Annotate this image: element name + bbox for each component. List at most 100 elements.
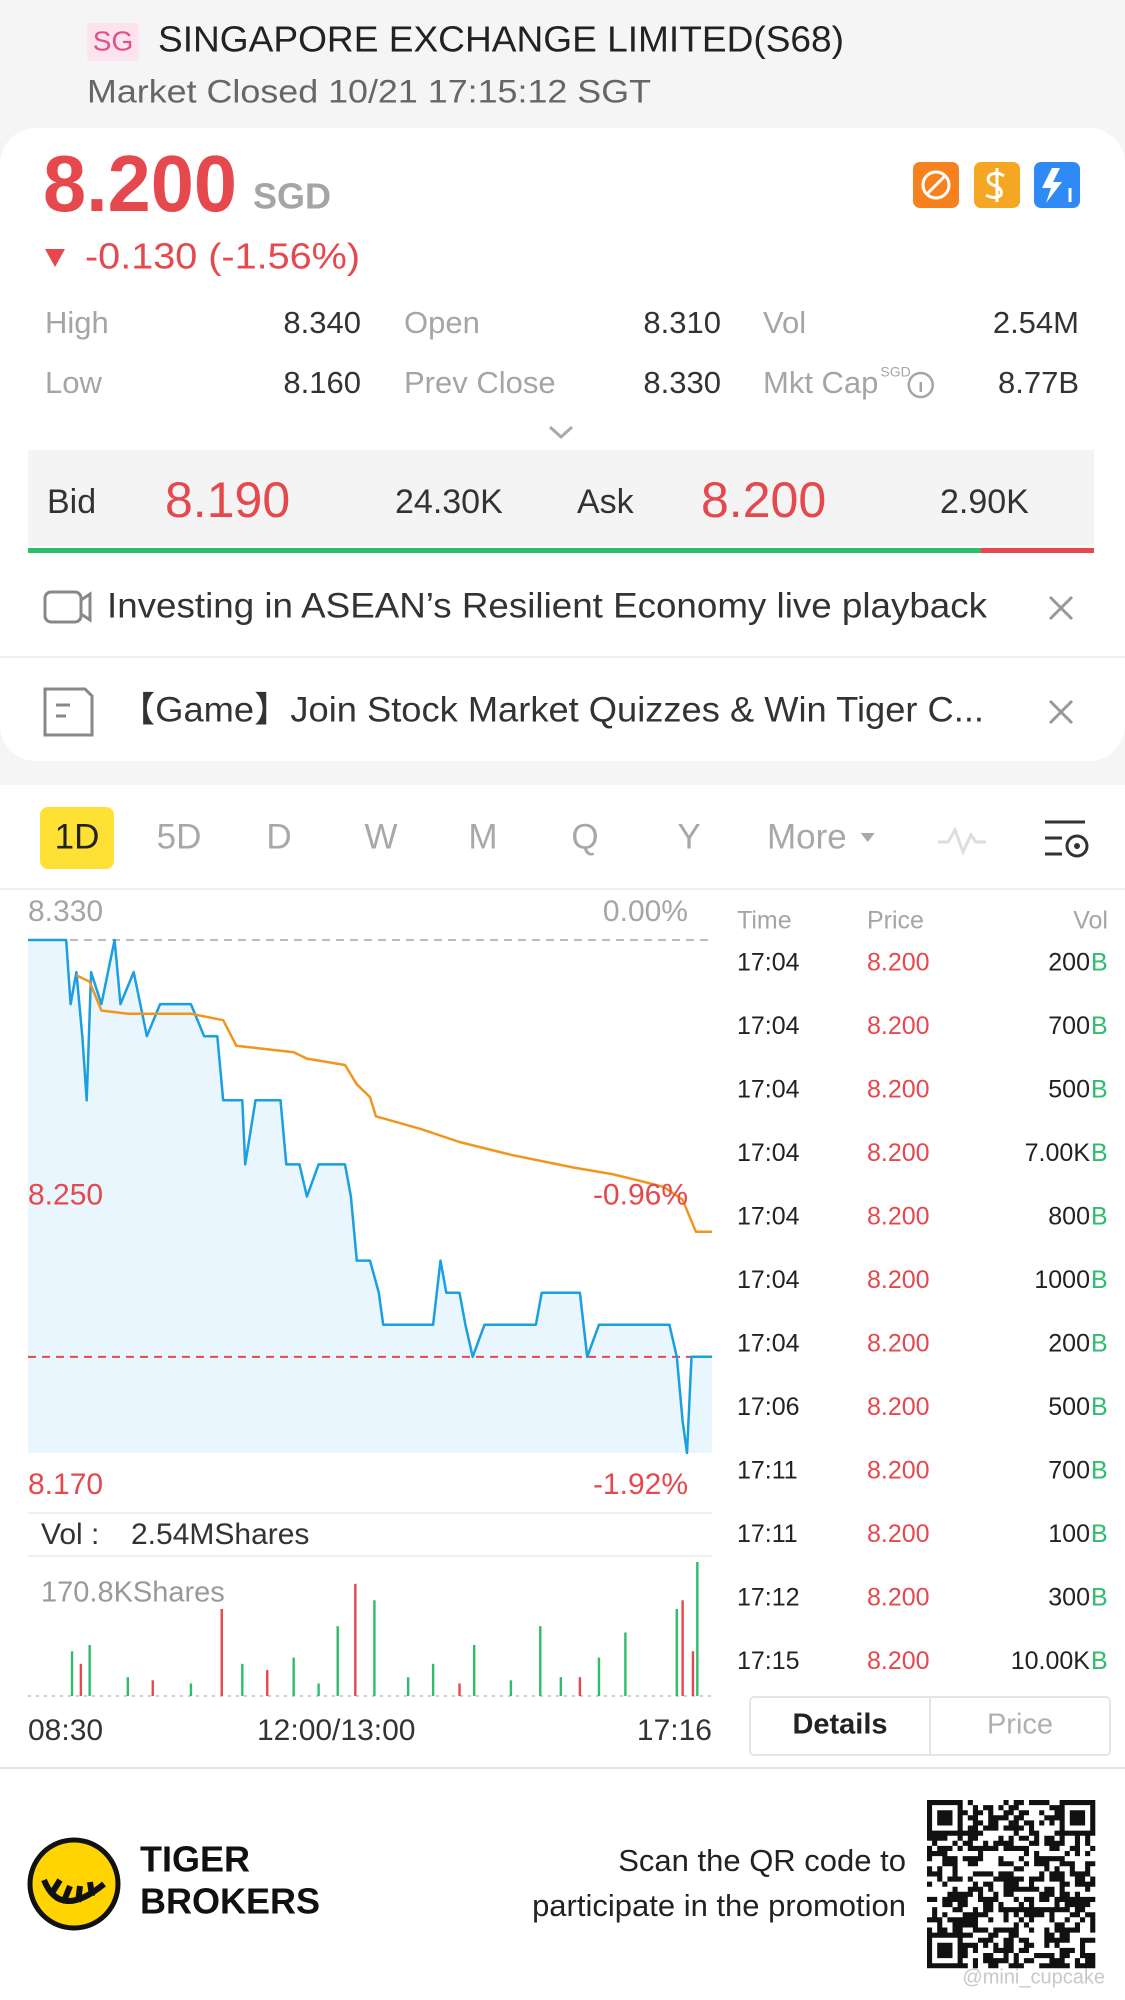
- close-button[interactable]: [1048, 699, 1074, 725]
- indicator-icon[interactable]: [938, 826, 986, 856]
- doc-icon: [43, 687, 94, 737]
- stat-value: 8.160: [283, 365, 361, 400]
- trade-price: 8.200: [867, 1393, 930, 1421]
- volume-total: 2.54MShares: [131, 1518, 309, 1551]
- stat-label: High: [45, 305, 109, 340]
- trade-price: 8.200: [867, 1520, 930, 1548]
- close-button[interactable]: [1048, 595, 1074, 621]
- qr-modules: [927, 1800, 1096, 1969]
- trade-time: 17:04: [737, 1330, 800, 1358]
- stat-label: Open: [404, 305, 480, 340]
- trades-header: Price: [867, 907, 924, 935]
- dropdown-arrow: [860, 833, 875, 842]
- trades-tab[interactable]: Price: [987, 1709, 1053, 1741]
- trades-header: Time: [737, 907, 792, 935]
- volume-bar: [79, 1663, 83, 1696]
- trade-side: B: [1091, 1139, 1108, 1167]
- last-price: 8.200: [43, 139, 237, 228]
- period-tab[interactable]: M: [468, 817, 497, 856]
- stat-label: Low: [45, 365, 102, 400]
- brand-line: TIGER: [140, 1839, 250, 1880]
- period-tab[interactable]: More: [767, 817, 847, 856]
- volume-bar: [691, 1651, 695, 1696]
- period-tab[interactable]: D: [266, 817, 291, 856]
- y2-tick-label: -1.92%: [593, 1468, 688, 1501]
- ask-size: 2.90K: [940, 483, 1029, 521]
- volume-bar: [406, 1677, 410, 1696]
- trade-time: 17:11: [737, 1457, 798, 1485]
- y2-tick-label: -0.96%: [593, 1178, 688, 1211]
- volume-bar: [189, 1683, 193, 1696]
- settings-icon[interactable]: [1045, 820, 1089, 858]
- trade-volume: 700: [1048, 1012, 1090, 1040]
- icon-glyph: [925, 174, 947, 196]
- trade-side: B: [1091, 1520, 1108, 1548]
- trade-side: B: [1091, 1457, 1108, 1485]
- period-tab[interactable]: 5D: [157, 817, 202, 856]
- info-icon[interactable]: [907, 371, 935, 399]
- volume-bar: [597, 1657, 601, 1696]
- volume-bar: [292, 1657, 295, 1696]
- settings-glyph: [1045, 820, 1085, 856]
- volume-bar: [624, 1632, 627, 1696]
- y-tick-label: 8.250: [28, 1178, 103, 1211]
- stock-title: SINGAPORE EXCHANGE LIMITED(S68): [158, 19, 844, 60]
- period-tab[interactable]: Q: [571, 817, 598, 856]
- trade-time: 17:11: [737, 1520, 798, 1548]
- trade-volume: 1000: [1034, 1266, 1090, 1294]
- volume-bar: [354, 1583, 357, 1696]
- volume-bar: [559, 1677, 563, 1696]
- trade-price: 8.200: [867, 1457, 930, 1485]
- icon-glyph: [921, 170, 951, 200]
- y-tick-label: 8.330: [28, 895, 103, 928]
- trade-volume: 800: [1048, 1203, 1090, 1231]
- trade-time: 17:04: [737, 1012, 800, 1040]
- trade-volume: 700: [1048, 1457, 1090, 1485]
- trade-price: 8.200: [867, 1076, 930, 1104]
- volume-bar: [675, 1608, 678, 1696]
- ask-label: Ask: [577, 483, 635, 521]
- trade-side: B: [1091, 1330, 1108, 1358]
- trade-side: B: [1091, 1393, 1108, 1421]
- volume-bar: [509, 1680, 513, 1696]
- logo-circle: [27, 1837, 121, 1931]
- volume-bar: [317, 1683, 320, 1696]
- trade-time: 17:04: [737, 949, 800, 977]
- trade-volume: 300: [1048, 1584, 1090, 1612]
- trade-price: 8.200: [867, 1584, 930, 1612]
- market-status: Market Closed 10/21 17:15:12 SGT: [87, 73, 651, 109]
- banner[interactable]: Investing in ASEAN’s Resilient Economy l…: [43, 586, 1074, 625]
- down-arrow: [45, 249, 65, 267]
- trade-time: 17:04: [737, 1076, 800, 1104]
- volume-bar: [220, 1608, 223, 1696]
- trade-time: 17:06: [737, 1393, 800, 1421]
- trade-side: B: [1091, 949, 1108, 977]
- y2-tick-label: 0.00%: [603, 895, 688, 928]
- trade-side: B: [1091, 1203, 1108, 1231]
- trade-volume: 500: [1048, 1393, 1090, 1421]
- trade-price: 8.200: [867, 949, 930, 977]
- trade-volume: 100: [1048, 1520, 1090, 1548]
- volume-bar: [539, 1626, 542, 1696]
- volume-bar: [578, 1677, 582, 1696]
- volume-bar: [696, 1562, 699, 1696]
- period-tab[interactable]: 1D: [55, 817, 100, 856]
- volume-bar: [126, 1677, 130, 1696]
- volume-bar: [373, 1600, 376, 1696]
- x-tick-label: 17:16: [637, 1714, 712, 1747]
- period-tab[interactable]: Y: [677, 817, 700, 856]
- expand-chevron[interactable]: [548, 425, 574, 440]
- period-tab[interactable]: W: [364, 817, 397, 856]
- trades-tab[interactable]: Details: [792, 1709, 887, 1741]
- banner[interactable]: 【Game】Join Stock Market Quizzes & Win Ti…: [43, 687, 1074, 737]
- trade-side: B: [1091, 1076, 1108, 1104]
- trade-volume: 200: [1048, 1330, 1090, 1358]
- trade-time: 17:04: [737, 1266, 800, 1294]
- volume-bar: [431, 1663, 435, 1696]
- trade-price: 8.200: [867, 1203, 930, 1231]
- icon-glyph: [985, 168, 1005, 202]
- stat-superscript: SGD: [880, 364, 910, 380]
- brand-line: BROKERS: [140, 1881, 320, 1922]
- volume-bar: [473, 1645, 476, 1696]
